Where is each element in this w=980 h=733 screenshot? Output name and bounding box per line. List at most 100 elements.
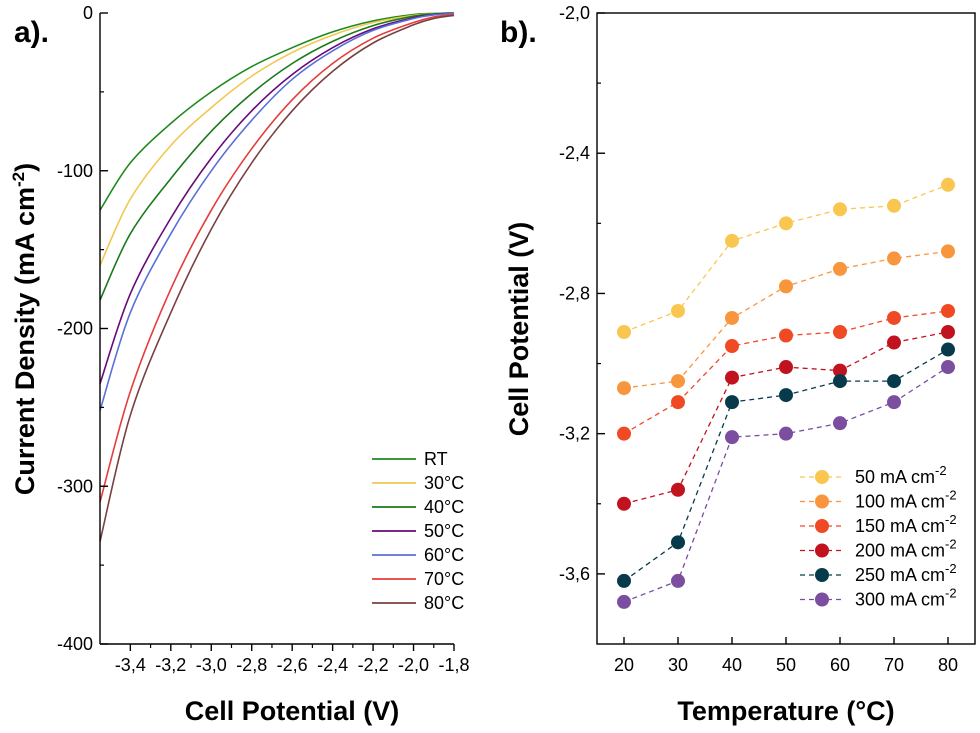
panel-b-y-tick-label: -2,0 [559,3,590,23]
panel-a-x-tick-label: -2,2 [358,655,389,675]
panel-a-x-tick-label: -3,0 [196,655,227,675]
panel-a-legend-label: 60°C [424,545,464,565]
panel-b-point [725,370,739,385]
panel-a-x-tick-label: -3,4 [115,655,146,675]
panel-a-legend-label: 70°C [424,569,464,589]
panel-b-legend-label-main: 100 mA cm [855,492,945,512]
panel-b-point [887,374,901,389]
panel-a-ylabel-sup: -2 [9,172,28,187]
panel-a-series-line [99,12,455,301]
panel-a-y-tick-label: -400 [57,634,93,654]
panel-b-point [887,251,901,266]
panel-b-point [779,426,793,441]
panel-b-legend-marker [815,470,829,484]
panel-b-point [833,261,847,276]
panel-b-legend-label: 250 mA cm-2 [855,561,957,585]
panel-b-point [887,310,901,325]
panel-b-y-tick-label: -2,8 [559,283,590,303]
panel-b: b). Temperature (°C) Cell Potential (V) … [500,3,976,726]
panel-a-x-tick-label: -2,4 [317,655,348,675]
panel-b-legend-label-main: 150 mA cm [855,516,945,536]
panel-b-x-tick-label: 30 [668,655,688,675]
panel-b-legend-marker [815,592,829,607]
panel-b-point [725,395,739,410]
panel-a-label: a). [14,16,49,49]
panel-b-point [941,177,955,192]
panel-b-legend-label: 200 mA cm-2 [855,537,957,561]
panel-b-legend-label-main: 200 mA cm [855,541,945,561]
panel-a-series-line [99,14,455,542]
panel-b-point [617,426,631,441]
panel-b-point [779,360,793,375]
panel-b-point [887,198,901,213]
panel-a-series-line [99,13,455,503]
panel-b-legend-marker [815,519,829,533]
panel-b-point [725,430,739,445]
panel-b-point [671,573,685,588]
panel-b-x-tick-label: 20 [614,655,634,675]
panel-b-legend-label: 100 mA cm-2 [855,488,957,512]
panel-a-y-tick-label: -200 [57,319,93,339]
panel-a-x-tick-label: -3,2 [155,655,186,675]
panel-a-xlabel: Cell Potential (V) [185,696,400,726]
panel-b-point [617,573,631,588]
panel-a: a). Cell Potential (V) Current Density (… [9,3,470,726]
panel-b-legend-label-sup: -2 [945,586,957,601]
panel-b-point [779,328,793,343]
panel-b-y-tick-label: -3,6 [559,564,590,584]
panel-b-label: b). [500,16,537,49]
panel-a-y-tick-label: 0 [83,3,93,23]
panel-b-legend-marker [815,494,829,509]
panel-b-series [617,177,955,609]
panel-a-x-tick-label: -1,8 [438,655,469,675]
panel-b-point [833,374,847,389]
panel-b-point [617,381,631,396]
panel-b-y-tick-label: -3,2 [559,424,590,444]
panel-a-x-tick-label: -2,6 [277,655,308,675]
panel-b-ylabel: Cell Potential (V) [504,222,534,437]
panel-a-series-line [99,12,455,211]
panel-a-series-line [99,12,455,411]
panel-b-point [725,233,739,248]
panel-b-x-tick-label: 70 [884,655,904,675]
panel-b-x-tick-label: 60 [830,655,850,675]
panel-b-point [725,310,739,325]
panel-a-legend-label: 40°C [424,497,464,517]
panel-b-point [941,360,955,375]
panel-b-legend-label-main: 250 mA cm [855,565,945,585]
panel-a-legend-label: 30°C [424,473,464,493]
panel-a-series [99,12,455,542]
panel-b-point [941,342,955,357]
panel-b-legend-label: 300 mA cm-2 [855,586,957,610]
panel-b-point [671,374,685,389]
panel-a-legend-label: RT [424,449,448,469]
panel-a-y-tick-label: -100 [57,161,93,181]
panel-b-point [779,279,793,294]
panel-a-ylabel-end: ) [10,163,40,172]
panel-a-axes: 0 -100 -200 -300 -400 -3,4 -3,2 -3,0 -2,8 -2,6 -2,… [57,3,470,675]
panel-b-point [833,202,847,217]
panel-b-legend-marker [815,543,829,558]
panel-b-point [671,535,685,550]
panel-b-legend-label: 50 mA cm-2 [855,463,947,487]
panel-b-point [617,325,631,340]
panel-b-legend-marker [815,568,829,582]
panel-b-x-tick-label: 50 [776,655,796,675]
panel-b-point [887,395,901,410]
panel-b-xlabel: Temperature (°C) [677,696,894,726]
panel-b-legend-label-sup: -2 [945,512,957,527]
panel-b-point [725,339,739,354]
panel-b-point [779,216,793,231]
panel-a-legend-label: 50°C [424,521,464,541]
panel-b-y-tick-label: -2,4 [559,143,590,163]
panel-b-point [833,363,847,378]
panel-b-point [617,496,631,511]
panel-b-point [779,388,793,403]
panel-b-legend-label-sup: -2 [945,488,957,503]
panel-b-point [941,244,955,259]
panel-a-legend-label: 80°C [424,593,464,613]
panel-a-ylabel-main: Current Density (mA cm [10,187,40,495]
panel-b-legend-label: 150 mA cm-2 [855,512,957,536]
